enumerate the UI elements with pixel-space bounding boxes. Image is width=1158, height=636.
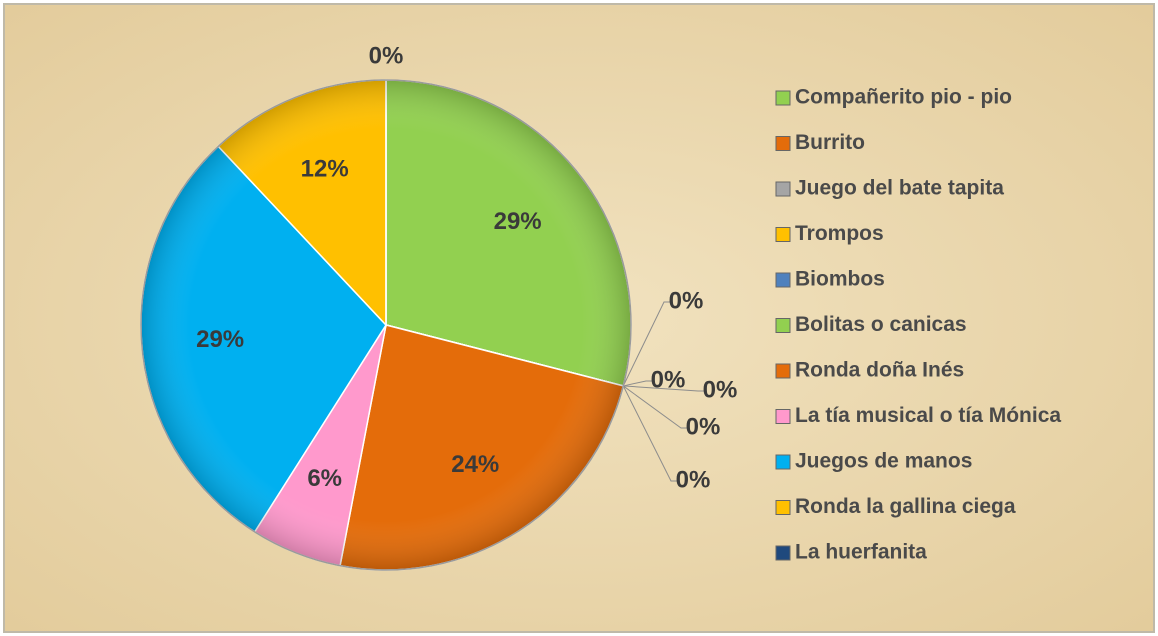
legend-swatch xyxy=(775,136,791,151)
data-label: 12% xyxy=(301,155,349,182)
legend-label: Ronda doña Inés xyxy=(795,359,964,382)
legend-label: Burrito xyxy=(795,131,865,154)
legend-label: Ronda la gallina ciega xyxy=(795,495,1016,518)
legend-label: Juego del bate tapita xyxy=(795,177,1004,200)
legend-swatch xyxy=(775,90,791,106)
data-label: 29% xyxy=(494,208,542,235)
leader-line xyxy=(623,385,704,392)
legend-swatch xyxy=(775,227,791,242)
leader-line xyxy=(622,301,670,387)
data-label: 24% xyxy=(451,451,499,478)
legend-label: Trompos xyxy=(795,222,884,245)
data-label: 0% xyxy=(703,376,738,403)
legend-label: Compañerito pio - pio xyxy=(795,86,1012,109)
legend-label: Juegos de manos xyxy=(795,450,972,473)
legend-swatch xyxy=(775,318,791,333)
legend-swatch xyxy=(775,545,791,561)
legend-swatch xyxy=(775,409,791,424)
leader-line xyxy=(622,385,677,482)
legend-swatch xyxy=(775,181,791,197)
data-label: 6% xyxy=(307,465,342,492)
legend-swatch xyxy=(775,272,791,288)
legend-label: La tía musical o tía Mónica xyxy=(795,404,1061,427)
legend-swatch xyxy=(775,363,791,379)
legend-label: Biombos xyxy=(795,268,885,291)
leader-line xyxy=(623,385,687,429)
data-label: 0% xyxy=(686,413,721,440)
data-label: 0% xyxy=(369,42,404,69)
legend-swatch xyxy=(775,454,791,470)
pie-rim xyxy=(140,79,632,571)
legend-label: Bolitas o canicas xyxy=(795,313,967,336)
legend-swatch xyxy=(775,500,791,515)
data-label: 0% xyxy=(669,287,704,314)
data-label: 29% xyxy=(196,326,244,353)
legend-label: La huerfanita xyxy=(795,541,927,564)
data-label: 0% xyxy=(676,466,711,493)
